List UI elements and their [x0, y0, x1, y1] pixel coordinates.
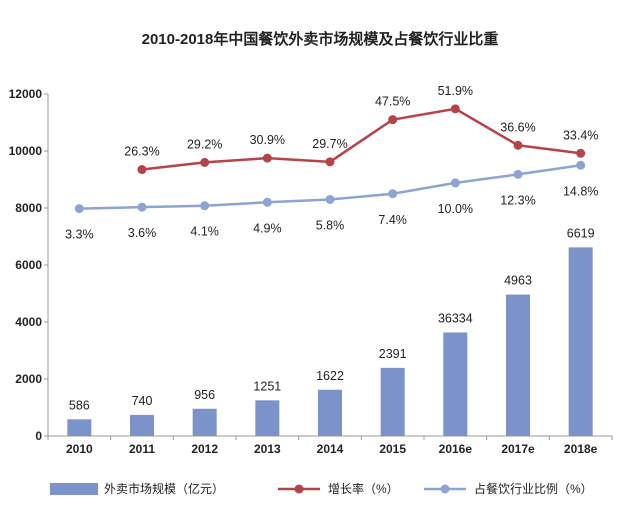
x-tick-label: 2017e: [501, 442, 535, 456]
line-point: [576, 160, 586, 170]
line-data-label: 26.3%: [124, 145, 159, 159]
line-point: [450, 178, 460, 188]
bar: [506, 294, 530, 436]
bar: [67, 419, 92, 436]
line-point: [137, 165, 147, 175]
bar-data-label: 586: [69, 398, 90, 412]
x-tick-label: 2016e: [439, 442, 473, 456]
x-tick-label: 2010: [66, 442, 93, 456]
line-point: [74, 204, 84, 214]
y-tick-label: 4000: [15, 315, 42, 329]
bar-data-label: 1622: [316, 369, 344, 383]
line-data-label: 4.9%: [253, 221, 282, 235]
bar-data-label: 1251: [253, 379, 281, 393]
line-point: [388, 189, 398, 199]
bar-series: 586 740 956 1251 1622 2391 36334 4963 6619: [67, 226, 595, 436]
line-data-label: 29.7%: [312, 137, 347, 151]
x-tick-label: 2013: [254, 442, 281, 456]
legend-marker-ratio: [440, 484, 450, 494]
x-tick-label: 2012: [191, 442, 218, 456]
line-data-label: 7.4%: [378, 213, 407, 227]
bar: [568, 247, 593, 436]
y-tick-label: 10000: [9, 144, 43, 158]
y-tick-label: 6000: [15, 258, 42, 272]
line-point: [576, 148, 586, 158]
line-data-label: 12.3%: [500, 193, 535, 207]
bar: [318, 389, 342, 436]
y-tick-label: 2000: [15, 372, 42, 386]
y-tick-label: 12000: [9, 87, 43, 101]
line-point: [200, 157, 210, 167]
line-data-label: 30.9%: [250, 133, 285, 147]
bar-data-label: 956: [194, 388, 215, 402]
bar-data-label: 36334: [438, 311, 473, 325]
growth-line: [141, 107, 581, 171]
legend-swatch-bar: [50, 483, 98, 495]
legend-label-ratio: 占餐饮行业比例（%）: [474, 481, 593, 496]
line-point: [137, 202, 147, 212]
line-data-label: 51.9%: [438, 84, 473, 98]
line-data-label: 3.6%: [128, 226, 157, 240]
line-data-label: 4.1%: [190, 225, 219, 239]
line-data-label: 14.8%: [563, 184, 598, 198]
bar: [192, 408, 217, 436]
bar-data-label: 2391: [379, 347, 407, 361]
legend-label-growth: 增长率（%）: [328, 481, 399, 496]
bar: [255, 400, 280, 436]
x-tick-label: 2011: [129, 442, 155, 456]
line-data-label: 33.4%: [563, 128, 598, 142]
line-data-label: 36.6%: [500, 120, 535, 134]
bar: [130, 414, 154, 436]
legend-marker-growth: [294, 484, 304, 494]
line-point: [388, 115, 398, 125]
line-data-label: 5.8%: [316, 218, 345, 232]
line-point: [513, 140, 523, 150]
line-point: [325, 194, 335, 204]
x-tick-label: 2014: [317, 442, 344, 456]
bar-data-label: 740: [132, 394, 153, 408]
line-series: 3.3% 3.6% 4.1% 4.9% 5.8% 7.4% 10.0% 12.3% 14.8% 2…: [65, 84, 598, 242]
line-data-label: 3.3%: [65, 228, 94, 242]
x-tick-label: 2018e: [564, 442, 598, 456]
bar: [380, 367, 405, 436]
y-tick-label: 8000: [15, 201, 42, 215]
line-data-label: 47.5%: [375, 95, 410, 109]
line-data-label: 29.2%: [187, 137, 222, 151]
bar-data-label: 4963: [504, 274, 532, 288]
line-point: [513, 169, 523, 179]
legend: 外卖市场规模（亿元） 增长率（%） 占餐饮行业比例（%）: [50, 481, 593, 496]
y-tick-label: 0: [35, 429, 42, 443]
chart-title: 2010-2018年中国餐饮外卖市场规模及占餐饮行业比重: [142, 30, 499, 48]
legend-label-bar: 外卖市场规模（亿元）: [104, 481, 224, 496]
line-point: [325, 157, 335, 167]
line-point: [262, 153, 272, 163]
line-data-label: 10.0%: [438, 202, 473, 216]
line-point: [200, 201, 210, 211]
bar-data-label: 6619: [567, 226, 595, 240]
bar: [443, 332, 468, 436]
axes: 0 2000 4000 6000 8000 10000 12000 2010 2011 2012 2…: [9, 87, 613, 456]
line-point: [450, 104, 460, 114]
line-point: [262, 197, 272, 207]
x-tick-label: 2015: [379, 442, 406, 456]
